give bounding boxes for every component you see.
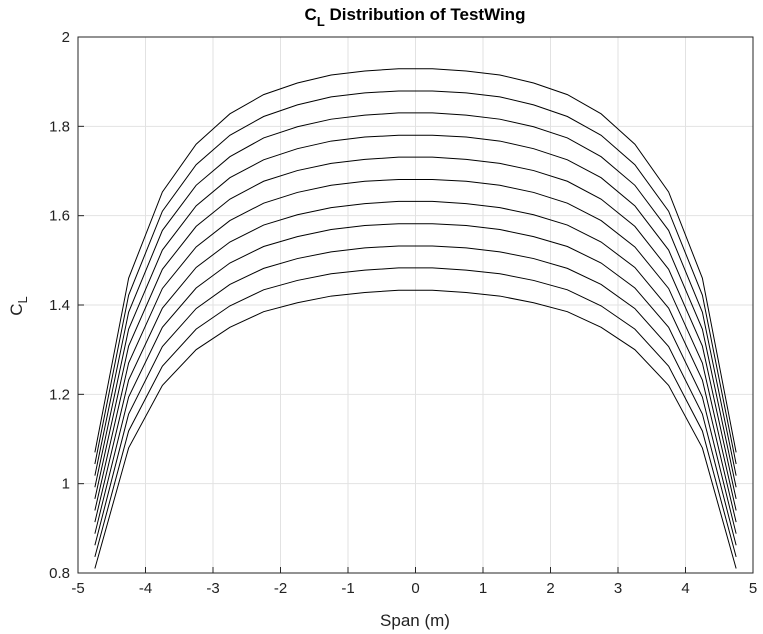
series-line-6: [94, 178, 737, 511]
series-line-10: [94, 90, 737, 465]
series-line-4: [94, 223, 737, 534]
y-tick-label: 1.6: [49, 208, 70, 225]
chart-title: CL Distribution of TestWing: [305, 5, 526, 29]
x-tick-label: -4: [139, 580, 152, 597]
series-line-1: [94, 289, 737, 569]
y-tick-label: 0.8: [49, 565, 70, 582]
x-tick-label: -2: [274, 580, 287, 597]
x-tick-label: -1: [341, 580, 354, 597]
series-lines: [94, 68, 737, 569]
series-line-7: [94, 156, 737, 499]
series-line-9: [94, 112, 737, 476]
x-tick-label: 3: [614, 580, 622, 597]
x-axis-ticks: -5 -4 -3 -2 -1 0 1 2 3 4 5: [71, 567, 757, 597]
x-tick-label: -3: [206, 580, 219, 597]
x-tick-label: 5: [749, 580, 757, 597]
x-tick-label: 2: [546, 580, 554, 597]
grid-lines: [77, 36, 754, 574]
series-line-2: [94, 267, 737, 558]
y-tick-label: 1.2: [49, 386, 70, 403]
y-tick-label: 1: [62, 476, 70, 493]
y-axis-label: CL: [7, 296, 30, 316]
x-tick-label: 1: [479, 580, 487, 597]
series-line-5: [94, 200, 737, 523]
series-line-11: [94, 68, 737, 453]
y-tick-label: 1.8: [49, 118, 70, 135]
y-tick-label: 2: [62, 29, 70, 46]
x-tick-label: 0: [411, 580, 419, 597]
series-line-3: [94, 245, 737, 546]
series-line-8: [94, 134, 737, 488]
y-tick-label: 1.4: [49, 297, 70, 314]
x-tick-label: 4: [681, 580, 689, 597]
y-axis-ticks: 0.8 1 1.2 1.4 1.6 1.8 2: [49, 29, 84, 582]
x-axis-label: Span (m): [380, 611, 450, 630]
x-tick-label: -5: [71, 580, 84, 597]
